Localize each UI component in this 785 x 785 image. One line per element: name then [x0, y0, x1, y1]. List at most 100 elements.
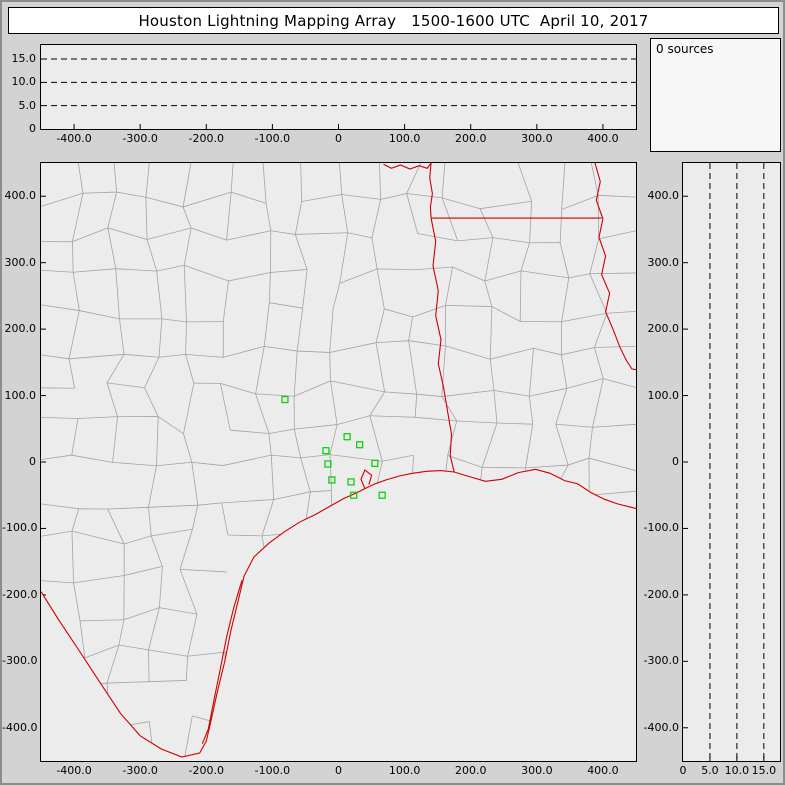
county-boundary: [371, 199, 382, 238]
county-boundary: [529, 387, 567, 397]
county-boundary: [255, 346, 265, 394]
county-boundary: [300, 454, 331, 459]
county-boundary: [113, 163, 118, 193]
county-boundary: [347, 232, 373, 239]
county-boundary: [441, 345, 446, 397]
county-boundary: [145, 197, 148, 240]
county-boundary: [592, 423, 636, 428]
county-boundary: [412, 305, 446, 318]
y-tick-label: 200.0: [647, 322, 680, 336]
tx-ar-border: [429, 163, 433, 219]
x-tick-label: -300.0: [122, 764, 158, 777]
county-boundary: [408, 340, 446, 347]
county-boundary: [568, 273, 590, 279]
county-boundary: [561, 194, 599, 210]
county-boundary: [310, 490, 332, 493]
county-boundary: [597, 195, 600, 239]
county-boundary: [445, 266, 453, 306]
county-boundary: [406, 163, 422, 194]
county-boundary: [408, 340, 418, 395]
county-boundary: [606, 311, 636, 314]
county-boundary: [589, 490, 636, 496]
county-boundary: [559, 242, 570, 278]
altitude-tick-label: 0: [679, 764, 687, 777]
county-boundary: [68, 353, 125, 360]
sabine-river-tx-la-border: [430, 217, 455, 473]
county-boundary: [294, 234, 308, 270]
county-boundary: [228, 272, 271, 282]
county-boundary: [592, 378, 604, 428]
altitude-ew-panel: [40, 44, 637, 130]
county-boundary: [41, 192, 84, 207]
county-boundary: [221, 502, 229, 536]
coastline-rio-grande: [41, 468, 636, 758]
county-boundary: [118, 644, 149, 651]
county-boundary: [158, 566, 163, 608]
county-boundary: [533, 347, 562, 356]
county-boundary: [112, 461, 157, 467]
county-boundary: [41, 304, 80, 311]
county-boundary: [156, 461, 192, 467]
county-boundary: [273, 491, 311, 500]
county-boundary: [377, 268, 416, 271]
county-boundary: [182, 163, 192, 208]
county-boundary: [159, 607, 198, 615]
county-boundary: [330, 380, 338, 425]
county-boundary: [329, 454, 332, 491]
county-boundary: [265, 203, 272, 231]
altitude-tick-label: 5.0: [701, 764, 719, 777]
county-boundary: [339, 268, 378, 284]
county-boundary: [603, 378, 636, 388]
county-boundary: [441, 396, 458, 422]
county-boundary: [369, 415, 383, 462]
county-boundary: [41, 530, 73, 537]
county-boundary: [491, 306, 521, 322]
x-tick-label: 0: [335, 132, 342, 145]
county-boundary: [520, 270, 569, 279]
county-boundary: [73, 268, 116, 273]
county-boundary: [479, 208, 494, 238]
county-boundary: [158, 318, 163, 358]
county-boundary: [116, 191, 146, 198]
county-boundary: [555, 424, 569, 466]
county-boundary: [197, 502, 222, 506]
county-boundary: [144, 357, 160, 388]
county-boundary: [156, 416, 159, 466]
county-boundary: [230, 429, 269, 434]
county-boundary: [158, 416, 184, 434]
county-boundary: [262, 163, 267, 204]
county-boundary: [442, 197, 481, 210]
sources-panel: 0 sources: [650, 38, 781, 152]
county-boundary: [480, 200, 532, 210]
county-boundary: [406, 193, 418, 234]
county-boundary: [230, 163, 234, 193]
county-boundary: [555, 388, 568, 425]
county-boundary: [77, 416, 118, 419]
county-boundary: [268, 433, 272, 456]
county-boundary: [221, 499, 274, 504]
county-boundary: [219, 383, 231, 431]
county-boundary: [191, 461, 223, 466]
county-boundary: [529, 201, 533, 243]
county-boundary: [192, 505, 199, 530]
county-boundary: [484, 280, 493, 307]
county-boundary: [484, 270, 522, 282]
county-boundary: [68, 358, 75, 389]
county-boundary: [158, 353, 186, 358]
county-boundary: [598, 230, 636, 240]
county-boundary: [179, 569, 198, 615]
county-boundary: [182, 191, 232, 208]
gulf-of-mexico-water: [41, 469, 636, 761]
lma-station-marker: [324, 460, 332, 468]
county-boundary: [329, 308, 334, 353]
county-boundary: [185, 354, 195, 384]
county-boundary: [330, 380, 385, 393]
county-boundary: [77, 163, 84, 194]
county-boundary: [445, 345, 491, 360]
lma-station-marker: [356, 441, 364, 449]
county-boundary: [185, 656, 189, 681]
y-tick-label: 200.0: [4, 322, 37, 336]
county-boundary: [519, 270, 522, 322]
county-boundary: [107, 506, 149, 510]
county-boundary: [107, 191, 118, 228]
